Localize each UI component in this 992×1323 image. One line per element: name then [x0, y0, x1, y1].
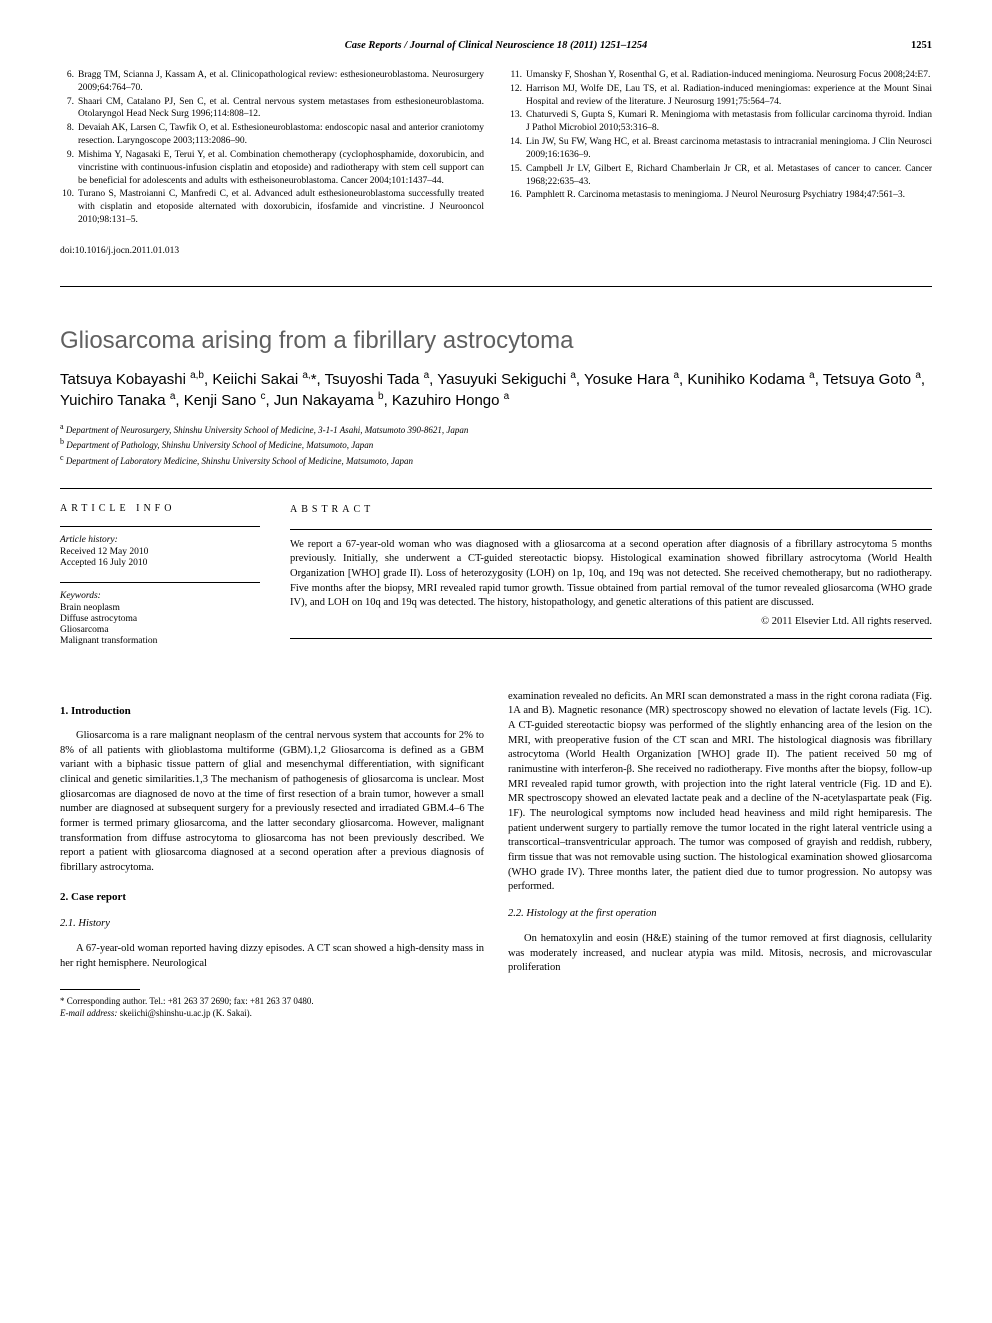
references-section: 6.Bragg TM, Scianna J, Kassam A, et al. …	[60, 69, 932, 228]
affiliation-line: c Department of Laboratory Medicine, Shi…	[60, 452, 932, 468]
affiliation-line: b Department of Pathology, Shinshu Unive…	[60, 436, 932, 452]
reference-text: Umansky F, Shoshan Y, Rosenthal G, et al…	[526, 69, 932, 82]
abstract-text: We report a 67-year-old woman who was di…	[290, 538, 932, 611]
article-divider	[60, 286, 932, 287]
history-para-2: examination revealed no deficits. An MRI…	[508, 690, 932, 896]
intro-heading: 1. Introduction	[60, 704, 484, 719]
reference-item: 14.Lin JW, Su FW, Wang HC, et al. Breast…	[508, 136, 932, 162]
reference-item: 11.Umansky F, Shoshan Y, Rosenthal G, et…	[508, 69, 932, 82]
reference-item: 12.Harrison MJ, Wolfe DE, Lau TS, et al.…	[508, 83, 932, 109]
reference-number: 13.	[508, 109, 526, 135]
reference-number: 10.	[60, 188, 78, 226]
reference-text: Devaiah AK, Larsen C, Tawfik O, et al. E…	[78, 122, 484, 148]
email-label: E-mail address:	[60, 1008, 117, 1018]
history-para-1: A 67-year-old woman reported having dizz…	[60, 942, 484, 971]
reference-number: 6.	[60, 69, 78, 95]
references-left-column: 6.Bragg TM, Scianna J, Kassam A, et al. …	[60, 69, 484, 228]
reference-item: 8.Devaiah AK, Larsen C, Tawfik O, et al.…	[60, 122, 484, 148]
article-body: 1. Introduction Gliosarcoma is a rare ma…	[60, 690, 932, 1020]
reference-item: 13.Chaturvedi S, Gupta S, Kumari R. Meni…	[508, 109, 932, 135]
case-report-heading: 2. Case report	[60, 890, 484, 905]
references-right-column: 11.Umansky F, Shoshan Y, Rosenthal G, et…	[508, 69, 932, 228]
reference-item: 6.Bragg TM, Scianna J, Kassam A, et al. …	[60, 69, 484, 95]
reference-number: 15.	[508, 163, 526, 189]
abstract-section: ABSTRACT We report a 67-year-old woman w…	[290, 503, 932, 660]
reference-text: Mishima Y, Nagasaki E, Terui Y, et al. C…	[78, 149, 484, 187]
affiliations: a Department of Neurosurgery, Shinshu Un…	[60, 421, 932, 468]
reference-number: 9.	[60, 149, 78, 187]
page-number: 1251	[911, 40, 932, 51]
author-list: Tatsuya Kobayashi a,b, Keiichi Sakai a,*…	[60, 369, 932, 411]
reference-text: Pamphlett R. Carcinoma metastasis to men…	[526, 189, 932, 202]
reference-number: 8.	[60, 122, 78, 148]
article-title: Gliosarcoma arising from a fibrillary as…	[60, 327, 932, 355]
reference-item: 10.Turano S, Mastroianni C, Manfredi C, …	[60, 188, 484, 226]
reference-number: 16.	[508, 189, 526, 202]
body-left-column: 1. Introduction Gliosarcoma is a rare ma…	[60, 690, 484, 1020]
reference-text: Campbell Jr LV, Gilbert E, Richard Chamb…	[526, 163, 932, 189]
running-header: Case Reports / Journal of Clinical Neuro…	[60, 40, 932, 51]
reference-number: 12.	[508, 83, 526, 109]
keywords-label: Keywords:	[60, 591, 260, 601]
reference-text: Turano S, Mastroianni C, Manfredi C, et …	[78, 188, 484, 226]
reference-number: 7.	[60, 96, 78, 122]
reference-text: Chaturvedi S, Gupta S, Kumari R. Meningi…	[526, 109, 932, 135]
received-date: Received 12 May 2010	[60, 547, 260, 557]
abstract-heading: ABSTRACT	[290, 503, 932, 517]
reference-text: Harrison MJ, Wolfe DE, Lau TS, et al. Ra…	[526, 83, 932, 109]
reference-text: Shaari CM, Catalano PJ, Sen C, et al. Ce…	[78, 96, 484, 122]
body-right-column: examination revealed no deficits. An MRI…	[508, 690, 932, 1020]
history-subheading: 2.1. History	[60, 917, 484, 932]
email-value: skeiichi@shinshu-u.ac.jp (K. Sakai).	[120, 1008, 252, 1018]
keyword-item: Gliosarcoma	[60, 625, 260, 635]
abstract-body: We report a 67-year-old woman who was di…	[290, 529, 932, 639]
histology-para: On hematoxylin and eosin (H&E) staining …	[508, 932, 932, 976]
reference-item: 16.Pamphlett R. Carcinoma metastasis to …	[508, 189, 932, 202]
corresponding-line: * Corresponding author. Tel.: +81 263 37…	[60, 996, 484, 1008]
article-info-heading: ARTICLE INFO	[60, 503, 260, 514]
keyword-item: Diffuse astrocytoma	[60, 614, 260, 624]
reference-number: 14.	[508, 136, 526, 162]
keyword-item: Malignant transformation	[60, 636, 260, 646]
doi: doi:10.1016/j.jocn.2011.01.013	[60, 246, 932, 256]
copyright-line: © 2011 Elsevier Ltd. All rights reserved…	[290, 615, 932, 630]
reference-item: 9.Mishima Y, Nagasaki E, Terui Y, et al.…	[60, 149, 484, 187]
journal-citation: Case Reports / Journal of Clinical Neuro…	[345, 40, 647, 51]
histology-subheading: 2.2. Histology at the first operation	[508, 907, 932, 922]
email-line: E-mail address: skeiichi@shinshu-u.ac.jp…	[60, 1008, 484, 1020]
intro-paragraph: Gliosarcoma is a rare malignant neoplasm…	[60, 729, 484, 876]
reference-text: Bragg TM, Scianna J, Kassam A, et al. Cl…	[78, 69, 484, 95]
footnote-rule	[60, 989, 140, 990]
accepted-date: Accepted 16 July 2010	[60, 558, 260, 568]
affiliation-line: a Department of Neurosurgery, Shinshu Un…	[60, 421, 932, 437]
keywords-block: Keywords: Brain neoplasmDiffuse astrocyt…	[60, 582, 260, 646]
article-history-block: Article history: Received 12 May 2010 Ac…	[60, 526, 260, 568]
reference-item: 15.Campbell Jr LV, Gilbert E, Richard Ch…	[508, 163, 932, 189]
reference-number: 11.	[508, 69, 526, 82]
reference-item: 7.Shaari CM, Catalano PJ, Sen C, et al. …	[60, 96, 484, 122]
reference-text: Lin JW, Su FW, Wang HC, et al. Breast ca…	[526, 136, 932, 162]
keyword-item: Brain neoplasm	[60, 603, 260, 613]
history-label: Article history:	[60, 535, 260, 545]
corresponding-author-footnote: * Corresponding author. Tel.: +81 263 37…	[60, 996, 484, 1019]
info-abstract-row: ARTICLE INFO Article history: Received 1…	[60, 488, 932, 660]
article-info-sidebar: ARTICLE INFO Article history: Received 1…	[60, 503, 260, 660]
